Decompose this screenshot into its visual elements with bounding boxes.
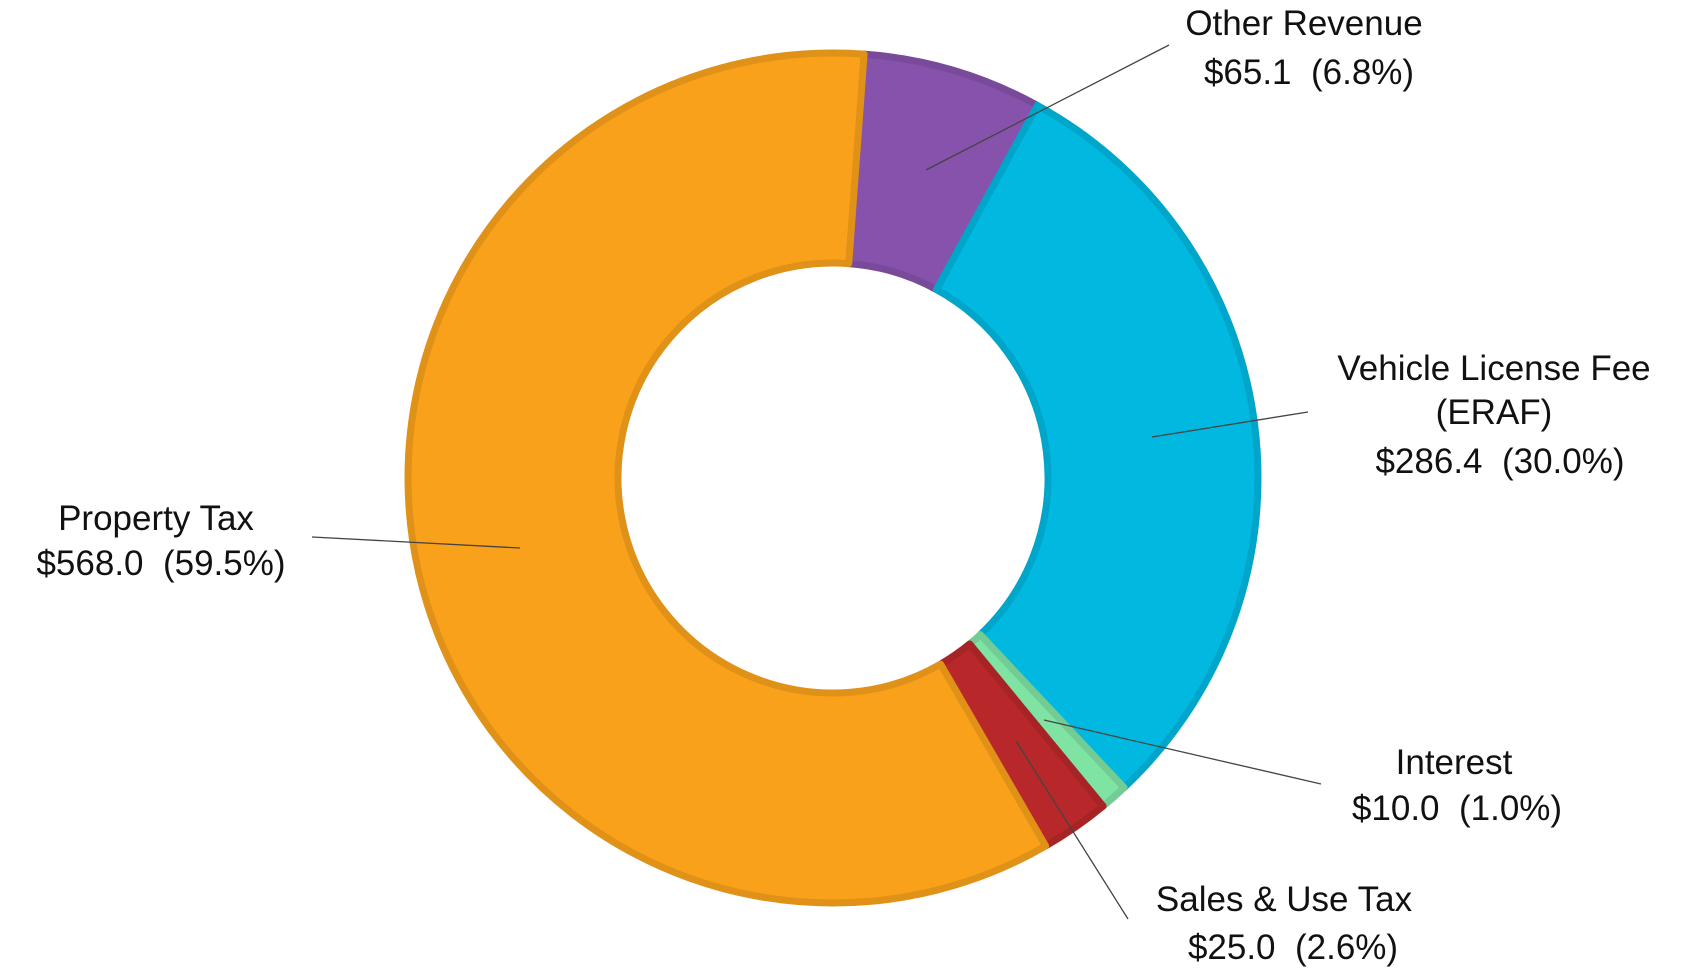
slice-label: Other Revenue — [1185, 2, 1422, 46]
slice-label: Vehicle License Fee (ERAF) — [1337, 347, 1650, 435]
slice-label: Property Tax — [58, 497, 254, 541]
value-label: $568.0 (59.5%) — [36, 542, 285, 586]
value-label: $25.0 (2.6%) — [1188, 926, 1398, 970]
chart: Other Revenue $65.1 (6.8%) Vehicle License… — [0, 0, 1685, 970]
value-label: $65.1 (6.8%) — [1204, 51, 1414, 95]
value-label: $10.0 (1.0%) — [1352, 787, 1562, 831]
slice-label: Sales & Use Tax — [1156, 878, 1412, 922]
slice-label: Interest — [1396, 741, 1513, 785]
value-label: $286.4 (30.0%) — [1375, 440, 1624, 484]
